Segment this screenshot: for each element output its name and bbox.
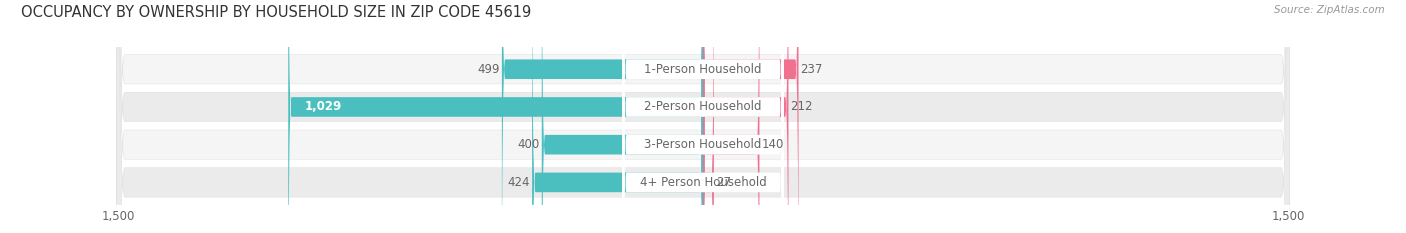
FancyBboxPatch shape xyxy=(703,0,789,233)
Text: 400: 400 xyxy=(517,138,540,151)
Text: 27: 27 xyxy=(716,176,731,189)
Text: 1,500: 1,500 xyxy=(101,210,135,223)
FancyBboxPatch shape xyxy=(703,0,714,233)
Text: 237: 237 xyxy=(800,63,823,76)
Text: 3-Person Household: 3-Person Household xyxy=(644,138,762,151)
FancyBboxPatch shape xyxy=(623,0,783,233)
Text: 2-Person Household: 2-Person Household xyxy=(644,100,762,113)
Text: 1,500: 1,500 xyxy=(1271,210,1305,223)
FancyBboxPatch shape xyxy=(117,0,1289,233)
FancyBboxPatch shape xyxy=(502,0,703,233)
Text: 4+ Person Household: 4+ Person Household xyxy=(640,176,766,189)
FancyBboxPatch shape xyxy=(703,0,799,233)
FancyBboxPatch shape xyxy=(623,0,783,233)
Text: 1,029: 1,029 xyxy=(304,100,342,113)
FancyBboxPatch shape xyxy=(117,0,1289,233)
Text: 424: 424 xyxy=(508,176,530,189)
FancyBboxPatch shape xyxy=(531,0,703,233)
FancyBboxPatch shape xyxy=(117,0,1289,233)
Text: OCCUPANCY BY OWNERSHIP BY HOUSEHOLD SIZE IN ZIP CODE 45619: OCCUPANCY BY OWNERSHIP BY HOUSEHOLD SIZE… xyxy=(21,5,531,20)
FancyBboxPatch shape xyxy=(117,0,1289,233)
Text: 499: 499 xyxy=(478,63,501,76)
Text: 140: 140 xyxy=(762,138,783,151)
Text: 1-Person Household: 1-Person Household xyxy=(644,63,762,76)
Text: 212: 212 xyxy=(790,100,813,113)
FancyBboxPatch shape xyxy=(623,0,783,233)
Text: Source: ZipAtlas.com: Source: ZipAtlas.com xyxy=(1274,5,1385,15)
FancyBboxPatch shape xyxy=(288,0,703,233)
FancyBboxPatch shape xyxy=(703,0,759,233)
FancyBboxPatch shape xyxy=(623,0,783,233)
FancyBboxPatch shape xyxy=(541,0,703,233)
